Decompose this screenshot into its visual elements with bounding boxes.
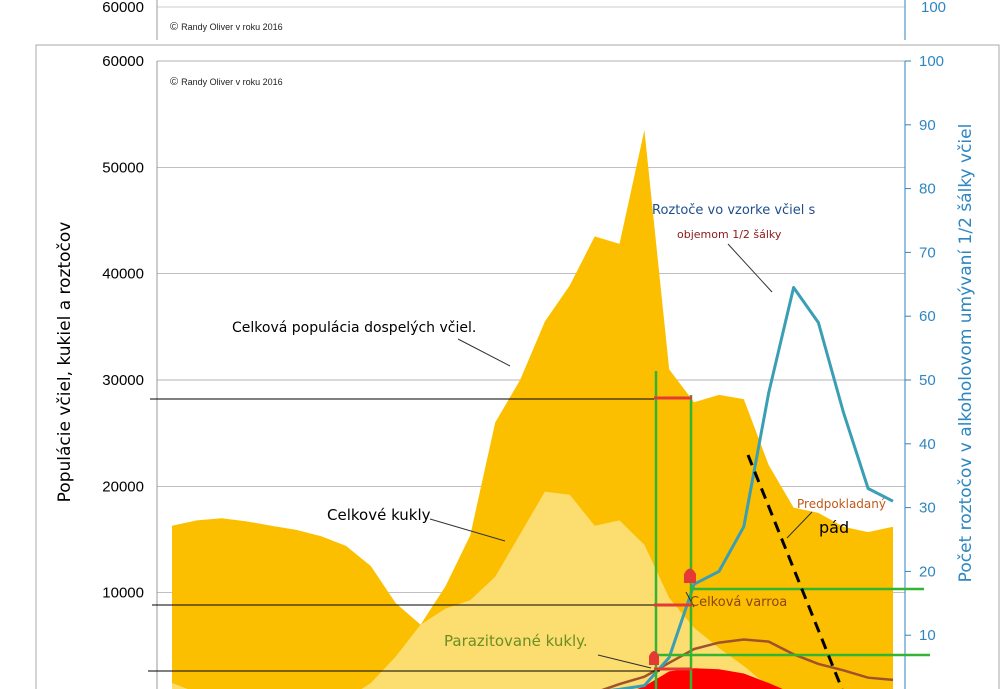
varroa-line bbox=[601, 638, 894, 689]
annotation-decline-line2: pád bbox=[819, 518, 849, 537]
mite-marker-lower bbox=[649, 651, 659, 665]
right-axis-ticks: 100 90 80 70 60 50 40 30 20 10 bbox=[905, 53, 944, 644]
reference-lines bbox=[148, 398, 660, 672]
copyright: © Randy Oliver v roku 2016 bbox=[170, 76, 283, 88]
guide-lines bbox=[654, 371, 930, 689]
line-series bbox=[601, 286, 894, 689]
top-strip-copyright: © Randy Oliver v roku 2016 bbox=[170, 21, 283, 33]
left-tick-label: 40000 bbox=[102, 266, 144, 283]
right-tick-label: 20 bbox=[919, 563, 936, 580]
annotation-leaders bbox=[429, 243, 813, 669]
mite-marker-upper bbox=[684, 568, 696, 583]
y-left-axis-label: Populácie včiel, kukiel a roztočov bbox=[55, 222, 75, 503]
right-tick-label: 80 bbox=[919, 181, 936, 198]
top-strip: 60000 100 © Randy Oliver v roku 2016 bbox=[102, 0, 946, 40]
left-tick-label: 50000 bbox=[102, 159, 144, 176]
mites-sample-line bbox=[608, 286, 894, 689]
area-series bbox=[172, 130, 893, 689]
annotation-varroa: Celková varroa bbox=[690, 595, 787, 610]
parasitized-pupae-area bbox=[637, 668, 783, 689]
left-tick-label: 10000 bbox=[102, 585, 144, 602]
top-strip-right-tick: 100 bbox=[921, 0, 946, 16]
y-right-axis-label: Počet roztočov v alkoholovom umývaní 1/2… bbox=[956, 124, 976, 583]
right-tick-label: 60 bbox=[919, 308, 936, 325]
red-markers bbox=[654, 396, 692, 671]
right-tick-label: 30 bbox=[919, 500, 936, 517]
left-axis-ticks: 60000 50000 40000 30000 20000 10000 bbox=[102, 53, 144, 602]
annotation-mites-line1: Roztoče vo vzorke včiel s bbox=[652, 203, 816, 218]
annotation-decline-line1: Predpokladaný bbox=[797, 497, 886, 511]
top-strip-left-tick: 60000 bbox=[102, 0, 144, 16]
predicted-collapse-line bbox=[746, 454, 844, 689]
right-tick-label: 10 bbox=[919, 627, 936, 644]
left-tick-label: 60000 bbox=[102, 53, 144, 70]
right-tick-label: 100 bbox=[919, 53, 944, 70]
right-tick-label: 90 bbox=[919, 117, 936, 134]
annotation-pupae: Celkové kukly bbox=[327, 506, 431, 524]
annotation-adults: Celková populácia dospelých včiel. bbox=[232, 320, 476, 336]
annotation-parasitized: Parazitované kukly. bbox=[444, 632, 588, 650]
pupae-area bbox=[172, 491, 775, 689]
left-tick-label: 30000 bbox=[102, 372, 144, 389]
right-tick-label: 70 bbox=[919, 244, 936, 261]
right-tick-label: 40 bbox=[919, 436, 936, 453]
annotation-mites-line2: objemom 1/2 šálky bbox=[677, 228, 782, 241]
left-tick-label: 20000 bbox=[102, 478, 144, 495]
adult-bees-area bbox=[172, 130, 893, 689]
right-tick-label: 50 bbox=[919, 372, 936, 389]
